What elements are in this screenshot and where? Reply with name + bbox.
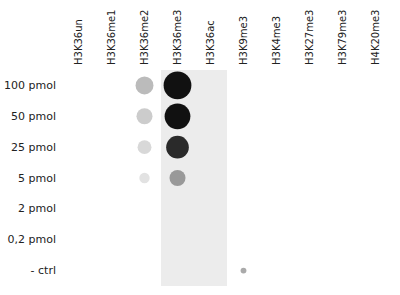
highlight-band	[161, 70, 227, 286]
row-label: 25 pmol	[11, 141, 56, 154]
dot	[136, 108, 152, 124]
dot	[139, 173, 149, 183]
dot	[165, 103, 191, 129]
plot-area	[136, 70, 247, 286]
dot	[136, 76, 154, 94]
dot	[169, 170, 185, 186]
column-label: H3K4me3	[271, 16, 282, 65]
column-label: H3K36me3	[172, 10, 183, 65]
row-label: 5 pmol	[18, 172, 56, 185]
dot	[138, 140, 152, 154]
dot	[241, 268, 247, 274]
row-label: 100 pmol	[4, 79, 56, 92]
dot	[164, 72, 192, 100]
row-label: 0,2 pmol	[8, 233, 56, 246]
chart: 100 pmol 50 pmol 25 pmol 5 pmol 2 pmol 0,2 pm…	[0, 0, 400, 295]
column-label: H3K36me2	[139, 10, 150, 65]
column-label: H3K79me3	[337, 10, 348, 65]
dot	[166, 136, 189, 159]
column-label: H3K36un	[73, 19, 84, 65]
row-label: - ctrl	[31, 264, 56, 277]
column-label: H3K27me3	[304, 10, 315, 65]
row-label: 50 pmol	[11, 110, 56, 123]
row-label: 2 pmol	[18, 202, 56, 215]
column-label: H3K9me3	[238, 16, 249, 65]
column-label: H3K36ac	[205, 20, 216, 65]
column-label: H4K20me3	[370, 10, 381, 65]
column-label: H3K36me1	[106, 10, 117, 65]
